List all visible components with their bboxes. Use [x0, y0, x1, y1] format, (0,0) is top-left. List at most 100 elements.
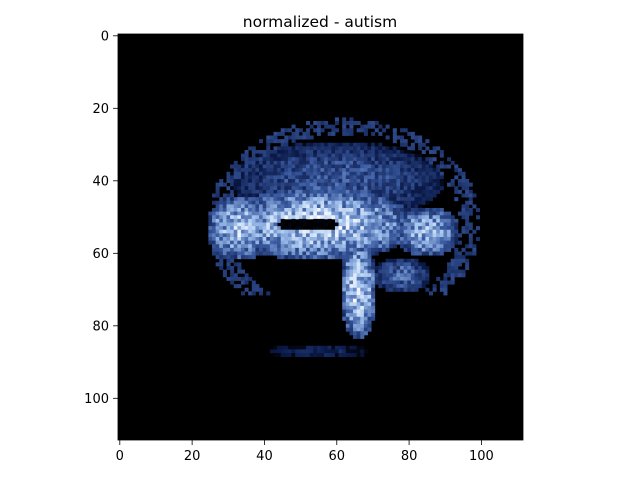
heatmap-cell — [302, 233, 307, 238]
heatmap-cell — [349, 218, 354, 223]
heatmap-cell — [349, 117, 354, 122]
heatmap-cell — [280, 215, 285, 220]
heatmap-cell — [389, 276, 394, 281]
heatmap-cell — [266, 182, 271, 187]
heatmap-cell — [313, 208, 318, 213]
heatmap-cell — [428, 179, 433, 184]
heatmap-cell — [334, 193, 339, 198]
heatmap-cell — [280, 182, 285, 187]
heatmap-cell — [226, 262, 231, 267]
heatmap-cell — [447, 215, 452, 220]
heatmap-cell — [414, 284, 419, 289]
heatmap-cell — [306, 233, 311, 238]
heatmap-cell — [418, 186, 423, 191]
heatmap-cell — [396, 150, 401, 155]
heatmap-cell — [356, 171, 361, 176]
heatmap-cell — [450, 276, 455, 281]
heatmap-cell — [425, 226, 430, 231]
heatmap-cell — [447, 266, 452, 271]
heatmap-cell — [396, 171, 401, 176]
heatmap-cell — [385, 160, 390, 165]
heatmap-cell — [327, 153, 332, 158]
heatmap-cell — [222, 204, 227, 209]
heatmap-cell — [454, 222, 459, 227]
heatmap-cell — [353, 237, 358, 242]
heatmap-cell — [237, 197, 242, 202]
heatmap-cell — [251, 287, 256, 292]
heatmap-cell — [436, 237, 441, 242]
heatmap-cell — [255, 164, 260, 169]
heatmap-cell — [269, 233, 274, 238]
heatmap-cell — [400, 208, 405, 213]
heatmap-cell — [367, 280, 372, 285]
heatmap-cell — [396, 135, 401, 140]
heatmap-cell — [378, 244, 383, 249]
heatmap-cell — [410, 193, 415, 198]
heatmap-cell — [327, 218, 332, 223]
heatmap-cell — [371, 131, 376, 136]
heatmap-cell — [273, 222, 278, 227]
heatmap-cell — [240, 280, 245, 285]
heatmap-cell — [378, 168, 383, 173]
heatmap-cell — [327, 247, 332, 252]
heatmap-cell — [367, 269, 372, 274]
heatmap-cell — [439, 186, 444, 191]
heatmap-cell — [443, 222, 448, 227]
heatmap-cell — [403, 284, 408, 289]
y-tick-label: 20 — [92, 102, 109, 117]
heatmap-cell — [259, 244, 264, 249]
heatmap-cell — [410, 233, 415, 238]
heatmap-cell — [432, 247, 437, 252]
heatmap-cell — [295, 204, 300, 209]
heatmap-cell — [371, 309, 376, 314]
heatmap-cell — [324, 150, 329, 155]
heatmap-cell — [447, 226, 452, 231]
heatmap-cell — [291, 353, 296, 358]
heatmap-cell — [363, 215, 368, 220]
heatmap-cell — [414, 197, 419, 202]
heatmap-cell — [338, 160, 343, 165]
heatmap-cell — [396, 160, 401, 165]
heatmap-cell — [385, 262, 390, 267]
heatmap-cell — [374, 146, 379, 151]
heatmap-cell — [215, 237, 220, 242]
heatmap-cell — [454, 226, 459, 231]
heatmap-cell — [345, 309, 350, 314]
heatmap-cell — [371, 298, 376, 303]
heatmap-cell — [309, 353, 314, 358]
heatmap-cell — [414, 160, 419, 165]
heatmap-cell — [342, 276, 347, 281]
heatmap-cell — [331, 349, 336, 354]
heatmap-cell — [269, 215, 274, 220]
heatmap-cell — [237, 284, 242, 289]
heatmap-cell — [349, 186, 354, 191]
heatmap-cell — [219, 222, 224, 227]
heatmap-cell — [472, 229, 477, 234]
heatmap-cell — [291, 182, 296, 187]
heatmap-cell — [371, 182, 376, 187]
heatmap-cell — [407, 197, 412, 202]
heatmap-cell — [400, 153, 405, 158]
heatmap-cell — [306, 208, 311, 213]
heatmap-cell — [284, 189, 289, 194]
heatmap-cell — [353, 273, 358, 278]
heatmap-cell — [277, 146, 282, 151]
heatmap-cell — [295, 215, 300, 220]
heatmap-cell — [432, 186, 437, 191]
heatmap-cell — [331, 247, 336, 252]
heatmap-cell — [255, 182, 260, 187]
heatmap-cell — [432, 287, 437, 292]
heatmap-cell — [378, 233, 383, 238]
heatmap-cell — [334, 229, 339, 234]
heatmap-cell — [432, 218, 437, 223]
heatmap-cell — [277, 229, 282, 234]
heatmap-cell — [428, 197, 433, 202]
heatmap-cell — [284, 153, 289, 158]
heatmap-cell — [327, 168, 332, 173]
heatmap-cell — [244, 251, 249, 256]
heatmap-cell — [277, 240, 282, 245]
heatmap-cell — [230, 233, 235, 238]
heatmap-cell — [414, 186, 419, 191]
heatmap-cell — [367, 164, 372, 169]
heatmap-cell — [295, 131, 300, 136]
